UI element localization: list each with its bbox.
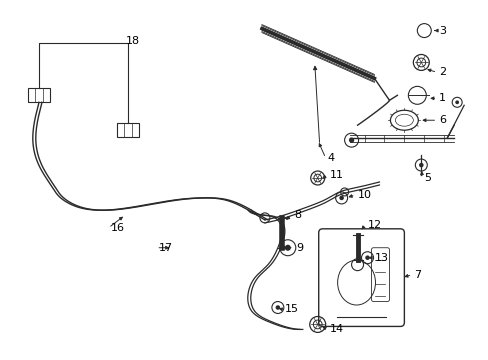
Bar <box>28 88 50 102</box>
Text: 13: 13 <box>374 253 387 263</box>
Text: 15: 15 <box>285 305 298 315</box>
Text: 9: 9 <box>295 243 302 253</box>
Text: 2: 2 <box>438 67 446 77</box>
Circle shape <box>275 305 280 310</box>
Bar <box>117 123 139 137</box>
Circle shape <box>348 138 353 143</box>
Text: 11: 11 <box>329 170 343 180</box>
Circle shape <box>418 163 423 167</box>
Circle shape <box>454 100 458 104</box>
Text: 7: 7 <box>413 270 421 280</box>
Text: 4: 4 <box>327 153 334 163</box>
Text: 12: 12 <box>367 220 381 230</box>
Text: 17: 17 <box>158 243 172 253</box>
Circle shape <box>339 195 343 200</box>
Text: 18: 18 <box>125 36 139 46</box>
Text: 14: 14 <box>329 324 343 334</box>
Text: 10: 10 <box>357 190 371 200</box>
Text: 1: 1 <box>438 93 446 103</box>
Text: 3: 3 <box>438 26 446 36</box>
Text: 16: 16 <box>110 223 124 233</box>
Text: 5: 5 <box>424 173 430 183</box>
Circle shape <box>284 245 290 251</box>
Text: 6: 6 <box>438 115 446 125</box>
Text: 8: 8 <box>293 210 300 220</box>
Circle shape <box>365 256 369 260</box>
